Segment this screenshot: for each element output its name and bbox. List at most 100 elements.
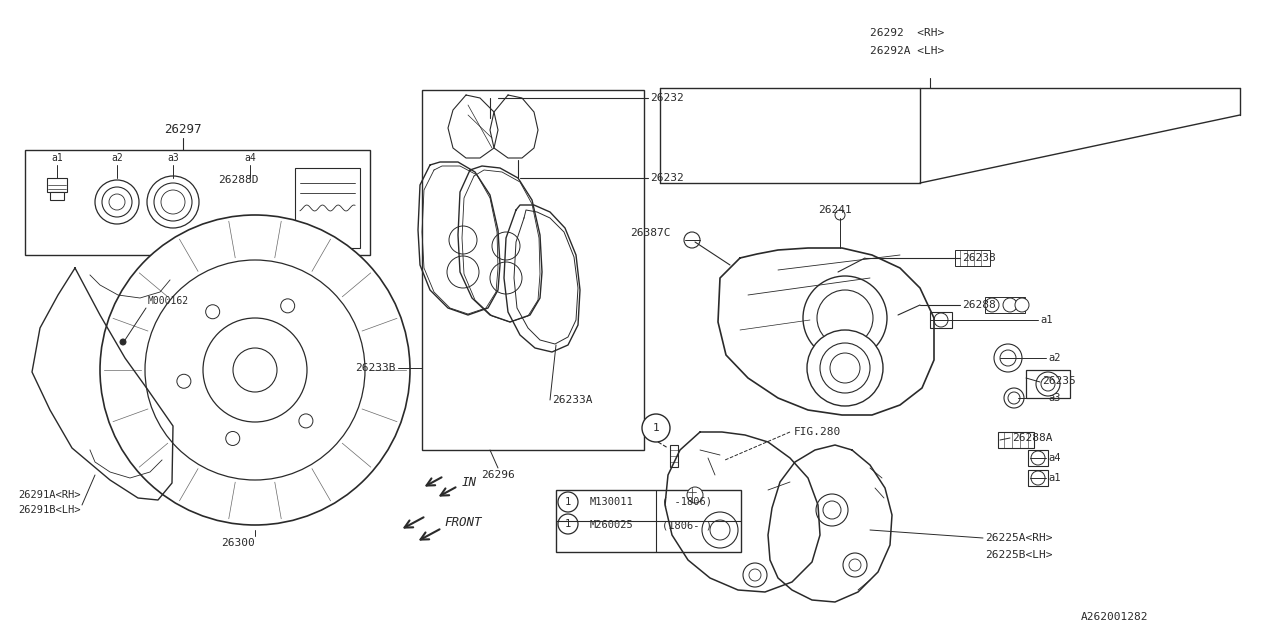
Text: FRONT: FRONT [444,515,481,529]
Circle shape [844,553,867,577]
Text: M130011: M130011 [590,497,634,507]
Text: a2: a2 [1048,353,1061,363]
Bar [1027,370,1070,398]
Text: 26233A: 26233A [552,395,593,405]
Text: a4: a4 [1048,453,1061,463]
Circle shape [687,487,703,503]
Text: 26238: 26238 [963,253,996,263]
Text: 26296: 26296 [481,470,515,480]
Circle shape [449,226,477,254]
Circle shape [817,494,849,526]
Circle shape [1015,298,1029,312]
Circle shape [280,299,294,313]
Circle shape [643,414,669,442]
Text: a1: a1 [1039,315,1052,325]
Circle shape [934,313,948,327]
Text: 26387C: 26387C [630,228,671,238]
Circle shape [145,260,365,480]
Circle shape [701,512,739,548]
Circle shape [161,190,186,214]
Text: 26291A<RH>: 26291A<RH> [18,490,81,500]
Text: IN: IN [462,476,477,488]
Circle shape [820,343,870,393]
Circle shape [986,298,998,312]
Text: a1: a1 [51,153,63,163]
Text: FIG.280: FIG.280 [794,427,841,437]
Circle shape [1030,451,1044,465]
Text: 26297: 26297 [164,123,202,136]
Circle shape [447,256,479,288]
Bar [986,297,1025,313]
Text: a1: a1 [1048,473,1061,483]
Bar [50,192,64,200]
Circle shape [300,414,312,428]
Text: 26300: 26300 [221,538,255,548]
Bar [998,432,1034,448]
Text: 26225B<LH>: 26225B<LH> [986,550,1052,560]
Text: 26232: 26232 [650,173,684,183]
Circle shape [1009,392,1020,404]
Circle shape [558,492,579,512]
Circle shape [154,183,192,221]
Circle shape [1030,471,1044,485]
Text: ( -1806): ( -1806) [662,497,712,507]
Text: 26288: 26288 [963,300,996,310]
Text: a2: a2 [111,153,123,163]
Circle shape [177,374,191,388]
Text: 1: 1 [653,423,659,433]
Circle shape [1000,350,1016,366]
Circle shape [206,305,220,319]
Circle shape [1036,372,1060,396]
Bar [243,215,257,231]
Text: 26233B: 26233B [356,363,396,373]
Circle shape [829,353,860,383]
Circle shape [1004,388,1024,408]
Text: 1: 1 [564,497,571,507]
Bar [422,90,644,450]
Text: 1: 1 [564,519,571,529]
Circle shape [835,210,845,220]
Circle shape [109,194,125,210]
Circle shape [803,276,887,360]
Bar [669,445,678,467]
Circle shape [204,318,307,422]
Circle shape [710,520,730,540]
Bar [955,250,989,266]
Text: 26232: 26232 [650,93,684,103]
Text: a3: a3 [168,153,179,163]
Circle shape [147,176,198,228]
Text: 26291B<LH>: 26291B<LH> [18,505,81,515]
Circle shape [817,290,873,346]
Circle shape [806,330,883,406]
Text: 26235: 26235 [1042,376,1075,386]
Text: 26225A<RH>: 26225A<RH> [986,533,1052,543]
Bar [294,168,360,248]
Text: M000162: M000162 [148,296,189,306]
Text: 26288D: 26288D [218,175,259,185]
Text: (1806- ): (1806- ) [662,520,712,530]
Circle shape [225,431,239,445]
Text: A262001282: A262001282 [1080,612,1148,622]
Text: a4: a4 [244,153,256,163]
Circle shape [684,232,700,248]
Text: 26288A: 26288A [1012,433,1052,443]
Circle shape [120,339,125,345]
Bar [47,178,67,192]
Bar [556,490,741,552]
Bar [1028,450,1048,466]
Circle shape [95,180,140,224]
Circle shape [490,262,522,294]
Circle shape [1004,298,1018,312]
Text: 26241: 26241 [818,205,851,215]
Bar [26,150,370,255]
Bar [931,312,952,328]
Text: 26292A <LH>: 26292A <LH> [870,46,945,56]
Text: a3: a3 [1048,393,1061,403]
Circle shape [244,228,256,240]
Circle shape [749,569,762,581]
Bar [1028,470,1048,486]
Text: 26292  <RH>: 26292 <RH> [870,28,945,38]
Circle shape [823,501,841,519]
Circle shape [492,232,520,260]
Circle shape [995,344,1021,372]
